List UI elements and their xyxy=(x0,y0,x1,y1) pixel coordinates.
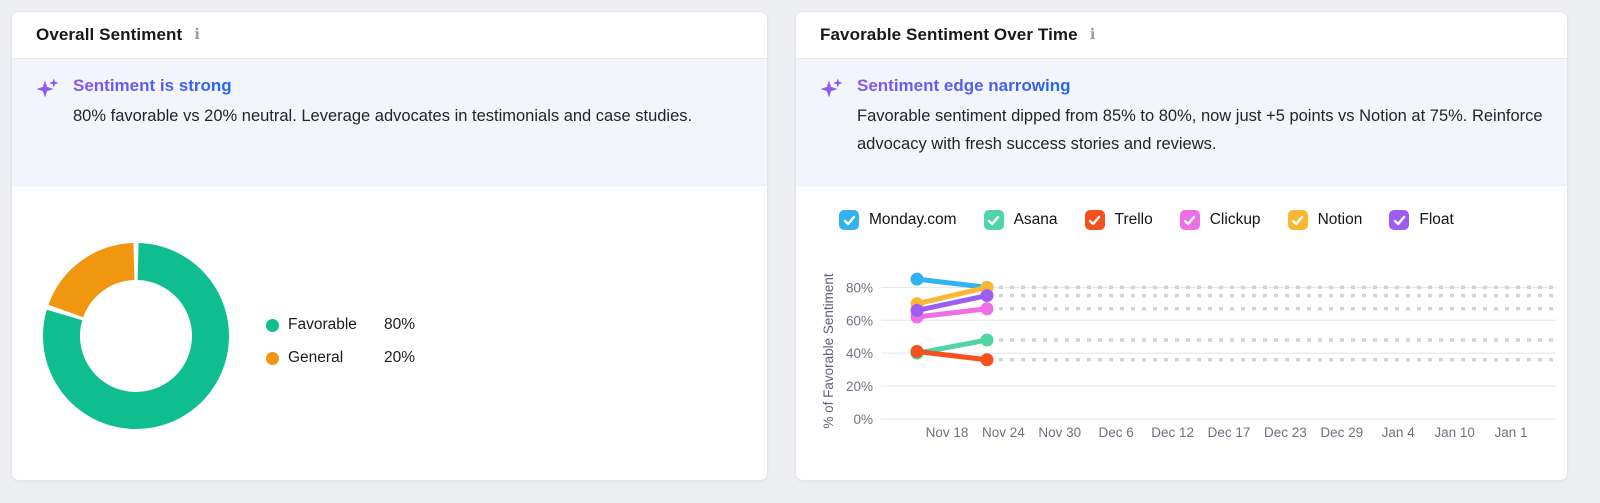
x-tick-label: Jan 10 xyxy=(1434,425,1475,440)
info-icon[interactable]: ℹ xyxy=(194,26,200,43)
card-header: Favorable Sentiment Over Time ℹ xyxy=(796,12,1567,59)
insight-title: Sentiment is strong xyxy=(73,76,232,95)
checkbox-checked-icon[interactable] xyxy=(1287,210,1308,230)
y-tick-label: 60% xyxy=(846,313,873,328)
sparkle-icon xyxy=(820,78,843,98)
check-icon xyxy=(987,215,1000,225)
check-icon xyxy=(1291,215,1304,225)
check-icon xyxy=(1088,215,1101,225)
legend-label: Trello xyxy=(1114,211,1153,228)
donut-legend-item-general: General 20% xyxy=(266,346,415,370)
insight-title: Sentiment edge narrowing xyxy=(857,76,1071,95)
point-monday.com-0[interactable] xyxy=(910,272,924,286)
y-tick-label: 80% xyxy=(846,280,873,295)
series-legend: Monday.com Asana Trello Clickup Notion Float xyxy=(839,210,1454,230)
y-tick-label: 0% xyxy=(853,412,873,427)
line-float xyxy=(914,293,990,313)
line-trello xyxy=(914,349,990,363)
card-title: Favorable Sentiment Over Time xyxy=(820,25,1078,44)
check-icon xyxy=(1393,215,1406,225)
x-tick-label: Dec 23 xyxy=(1264,425,1307,440)
insight-content: Sentiment is strong 80% favorable vs 20%… xyxy=(73,76,692,130)
ai-insight-banner: Sentiment edge narrowing Favorable senti… xyxy=(796,59,1567,186)
checkbox-checked-icon[interactable] xyxy=(1179,210,1200,230)
x-tick-label: Jan 1 xyxy=(1494,425,1527,440)
legend-checkbox-item-trello[interactable]: Trello xyxy=(1084,210,1153,230)
line-chart: 0% 20% 40% 60% 80% % of Favorable Sentiment No… xyxy=(821,272,1556,440)
legend-value: 20% xyxy=(384,349,416,366)
donut-slice-favorable xyxy=(43,243,229,429)
line-notion xyxy=(914,284,990,307)
y-tick-label: 40% xyxy=(846,346,873,361)
donut-legend-item-favorable: Favorable 80% xyxy=(266,313,415,337)
point-trello-1[interactable] xyxy=(980,353,994,367)
legend-checkbox-item-monday.com[interactable]: Monday.com xyxy=(839,210,957,230)
legend-checkbox-item-float[interactable]: Float xyxy=(1389,210,1454,230)
point-float-1[interactable] xyxy=(980,289,994,303)
card-title: Overall Sentiment xyxy=(36,25,183,44)
x-tick-label: Nov 18 xyxy=(926,425,969,440)
x-tick-label: Dec 29 xyxy=(1320,425,1363,440)
legend-label: Clickup xyxy=(1209,211,1261,228)
legend-label: Favorable xyxy=(288,316,357,333)
legend-dot-icon xyxy=(266,351,279,365)
x-tick-label: Dec 12 xyxy=(1151,425,1194,440)
y-tick-label: 20% xyxy=(846,379,873,394)
ai-insight-banner: Sentiment is strong 80% favorable vs 20%… xyxy=(12,59,767,186)
legend-checkbox-item-notion[interactable]: Notion xyxy=(1287,210,1363,230)
point-float-0[interactable] xyxy=(910,303,924,317)
legend-label: Asana xyxy=(1013,211,1058,228)
line-monday.com xyxy=(914,276,990,290)
legend-label: Float xyxy=(1419,211,1454,228)
x-tick-label: Dec 6 xyxy=(1099,425,1134,440)
legend-label: General xyxy=(288,349,344,366)
x-tick-label: Nov 24 xyxy=(982,425,1025,440)
card-header: Overall Sentiment ℹ xyxy=(12,12,767,59)
donut-chart xyxy=(43,243,229,429)
legend-value: 80% xyxy=(384,316,416,333)
point-clickup-1[interactable] xyxy=(980,302,994,316)
x-tick-label: Dec 17 xyxy=(1208,425,1251,440)
checkbox-checked-icon[interactable] xyxy=(1084,210,1105,230)
insight-body: Favorable sentiment dipped from 85% to 8… xyxy=(857,107,1543,153)
insight-body: 80% favorable vs 20% neutral. Leverage a… xyxy=(73,107,693,125)
point-trello-0[interactable] xyxy=(910,345,924,359)
sparkle-icon xyxy=(36,78,59,98)
overall-sentiment-card: Overall Sentiment ℹ Sentiment is strong … xyxy=(11,11,768,481)
legend-dot-icon xyxy=(266,318,279,332)
x-tick-label: Nov 30 xyxy=(1038,425,1081,440)
x-tick-label: Jan 4 xyxy=(1382,425,1416,440)
donut-slice-general xyxy=(48,243,136,318)
legend-label: Monday.com xyxy=(869,211,957,228)
checkbox-checked-icon[interactable] xyxy=(983,210,1004,230)
y-axis-label: % of Favorable Sentiment xyxy=(821,273,836,429)
info-icon[interactable]: ℹ xyxy=(1089,26,1096,43)
legend-label: Notion xyxy=(1317,211,1363,228)
donut-legend: Favorable 80% General 20% xyxy=(266,313,415,379)
legend-checkbox-item-asana[interactable]: Asana xyxy=(983,210,1058,230)
point-asana-1[interactable] xyxy=(980,333,994,347)
check-icon xyxy=(843,215,855,225)
checkbox-checked-icon[interactable] xyxy=(1389,210,1410,230)
checkbox-checked-icon[interactable] xyxy=(839,210,859,230)
check-icon xyxy=(1184,215,1196,225)
line-clickup xyxy=(914,306,990,320)
insight-content: Sentiment edge narrowing Favorable senti… xyxy=(857,76,1543,158)
favorable-sentiment-over-time-card: Favorable Sentiment Over Time ℹ Sentimen… xyxy=(795,11,1568,481)
legend-checkbox-item-clickup[interactable]: Clickup xyxy=(1179,210,1261,230)
